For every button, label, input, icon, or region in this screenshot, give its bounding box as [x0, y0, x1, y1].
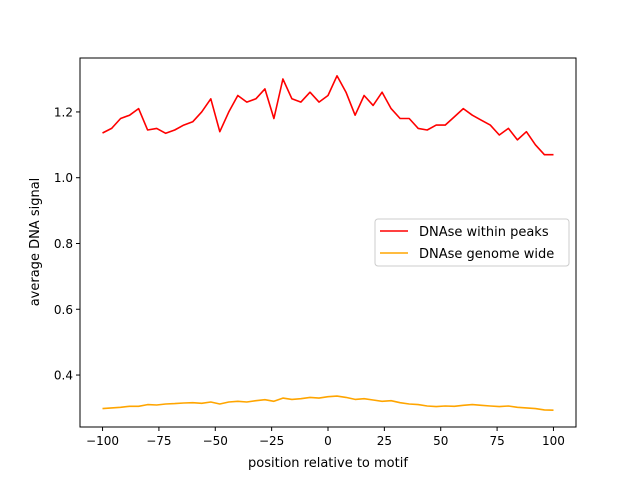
y-tick-label: 0.6 — [54, 303, 73, 317]
y-tick-label: 1.2 — [54, 105, 73, 119]
x-tick-label: −75 — [146, 434, 171, 448]
legend-label-peaks: DNAse within peaks — [419, 225, 549, 240]
y-tick-label: 1.0 — [54, 171, 73, 185]
x-tick-label: 100 — [542, 434, 565, 448]
y-tick-label: 0.4 — [54, 369, 73, 383]
y-tick-label: 0.8 — [54, 237, 73, 251]
x-tick-label: −50 — [203, 434, 228, 448]
legend-box — [374, 218, 570, 267]
series-line-peaks — [102, 75, 554, 156]
legend: DNAse within peaks DNAse genome wide — [374, 218, 570, 267]
x-tick-label: −100 — [86, 434, 119, 448]
x-tick-label: 50 — [433, 434, 448, 448]
legend-label-genome: DNAse genome wide — [419, 247, 554, 262]
x-tick-label: 25 — [377, 434, 392, 448]
x-tick-label: −25 — [259, 434, 284, 448]
x-axis: −100 −75 −50 −25 0 25 50 75 100 — [86, 427, 565, 448]
series-line-genome — [102, 395, 554, 411]
x-tick-label: 75 — [489, 434, 504, 448]
y-axis: 0.4 0.6 0.8 1.0 1.2 — [54, 105, 80, 383]
x-tick-label: 0 — [324, 434, 332, 448]
y-axis-label: average DNA signal — [28, 178, 43, 307]
plot-lines — [102, 75, 554, 411]
x-axis-label: position relative to motif — [248, 456, 408, 471]
